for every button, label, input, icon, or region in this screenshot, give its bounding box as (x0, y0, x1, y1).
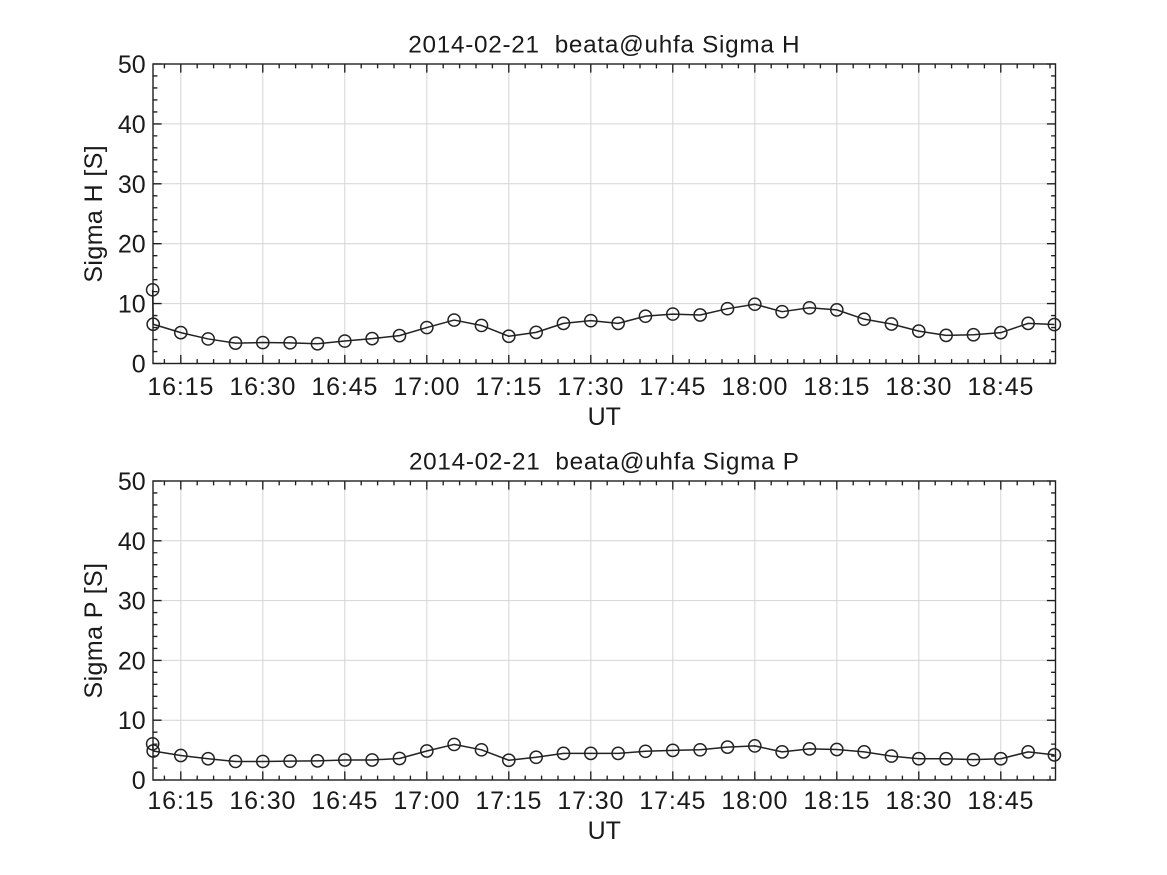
svg-text:18:30: 18:30 (885, 373, 952, 401)
svg-text:40: 40 (118, 111, 146, 139)
svg-text:17:45: 17:45 (639, 787, 706, 815)
svg-text:20: 20 (118, 647, 146, 675)
svg-text:18:00: 18:00 (721, 373, 788, 401)
svg-text:UT: UT (588, 817, 621, 845)
svg-text:UT: UT (588, 403, 621, 431)
svg-text:2014-02-21 beata@uhfa Sigma P: 2014-02-21 beata@uhfa Sigma P (409, 449, 800, 476)
svg-text:16:45: 16:45 (311, 787, 378, 815)
svg-text:10: 10 (118, 291, 146, 319)
svg-text:40: 40 (118, 528, 146, 556)
svg-text:16:45: 16:45 (311, 373, 378, 401)
svg-text:18:00: 18:00 (721, 787, 788, 815)
svg-text:30: 30 (118, 588, 146, 616)
svg-text:17:00: 17:00 (393, 373, 460, 401)
svg-text:17:00: 17:00 (393, 787, 460, 815)
svg-text:Sigma H [S]: Sigma H [S] (80, 145, 108, 283)
svg-text:18:45: 18:45 (967, 373, 1034, 401)
svg-text:17:15: 17:15 (475, 373, 542, 401)
svg-text:10: 10 (118, 707, 146, 735)
svg-text:Sigma P [S]: Sigma P [S] (80, 563, 108, 699)
svg-text:0: 0 (132, 351, 146, 379)
svg-text:50: 50 (118, 51, 146, 79)
svg-text:18:30: 18:30 (885, 787, 952, 815)
svg-text:30: 30 (118, 171, 146, 199)
svg-text:18:45: 18:45 (967, 787, 1034, 815)
svg-text:16:30: 16:30 (229, 373, 296, 401)
svg-text:18:15: 18:15 (803, 373, 870, 401)
svg-text:17:30: 17:30 (557, 373, 624, 401)
svg-text:0: 0 (132, 767, 146, 795)
svg-text:20: 20 (118, 231, 146, 259)
svg-text:16:15: 16:15 (147, 787, 214, 815)
svg-text:2014-02-21 beata@uhfa Sigma H: 2014-02-21 beata@uhfa Sigma H (408, 32, 800, 59)
svg-text:17:45: 17:45 (639, 373, 706, 401)
svg-text:17:30: 17:30 (557, 787, 624, 815)
svg-text:16:30: 16:30 (229, 787, 296, 815)
svg-text:17:15: 17:15 (475, 787, 542, 815)
svg-text:18:15: 18:15 (803, 787, 870, 815)
svg-text:50: 50 (118, 468, 146, 496)
svg-text:16:15: 16:15 (147, 373, 214, 401)
